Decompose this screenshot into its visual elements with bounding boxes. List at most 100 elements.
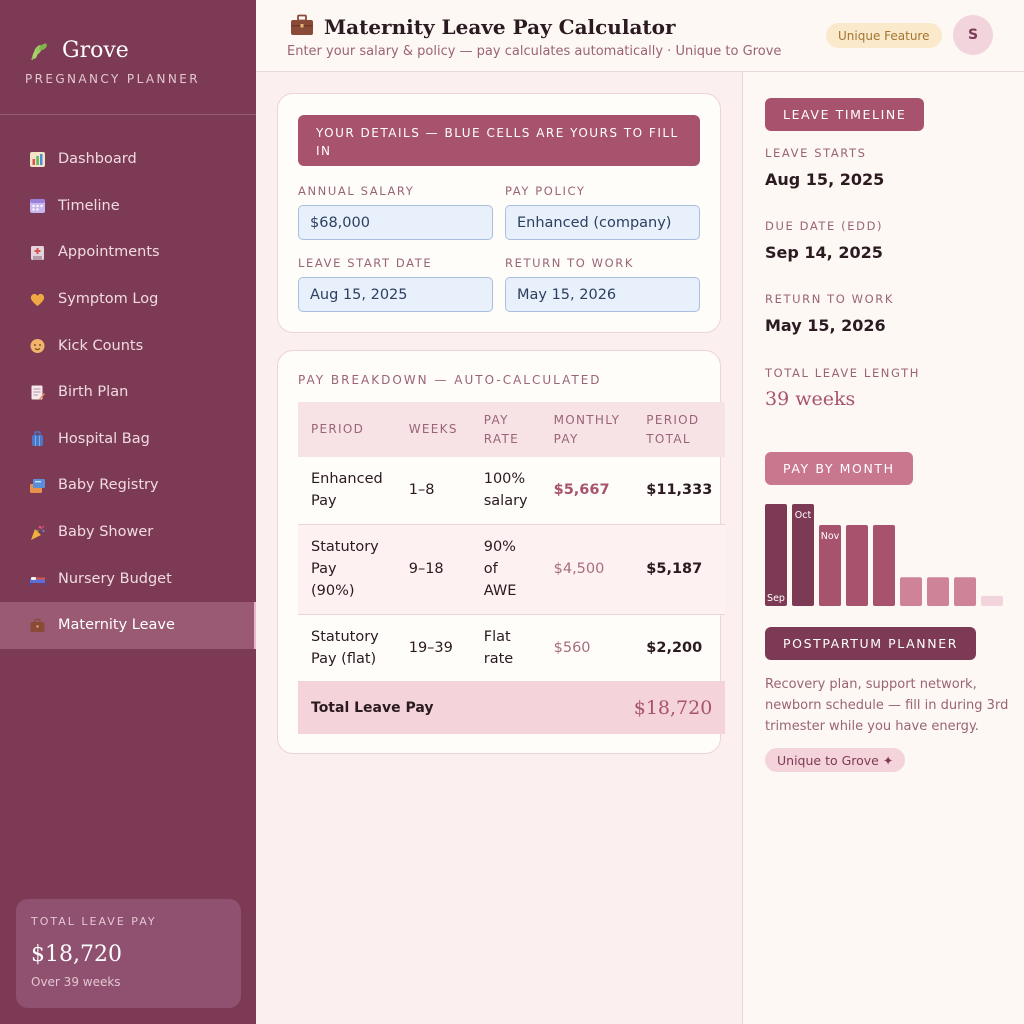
annual-salary-label: ANNUAL SALARY <box>298 184 415 198</box>
right-panel: LEAVE TIMELINE LEAVE STARTS Aug 15, 2025… <box>742 72 1024 1024</box>
pay-policy-input[interactable]: Enhanced (company) <box>505 205 700 240</box>
sidebar-item-label: Maternity Leave <box>58 617 175 634</box>
chart-bar <box>819 525 841 606</box>
chart-bar <box>927 577 949 606</box>
baby-icon <box>28 337 46 355</box>
main-content: YOUR DETAILS — BLUE CELLS ARE YOURS TO F… <box>256 72 742 1024</box>
column-header: MONTHLY PAY <box>540 402 634 457</box>
sidebar-item-baby-shower[interactable]: Baby Shower <box>0 509 256 556</box>
chart-bar <box>846 525 868 606</box>
heart-icon <box>28 290 46 308</box>
page-title: Maternity Leave Pay Calculator <box>324 15 676 39</box>
chart-bar <box>900 577 922 606</box>
sidebar-item-timeline[interactable]: Timeline <box>0 183 256 230</box>
chart-bar <box>981 595 1003 606</box>
pay-breakdown-table: PERIOD WEEKS PAY RATE MONTHLY PAY PERIOD… <box>298 402 726 734</box>
leave-length-value: 39 weeks <box>765 388 856 410</box>
sidebar-item-label: Baby Registry <box>58 477 159 494</box>
sidebar-item-hospital-bag[interactable]: Hospital Bag <box>0 416 256 463</box>
chart-bar <box>873 525 895 606</box>
annual-salary-input[interactable]: $68,000 <box>298 205 493 240</box>
sidebar-item-appointments[interactable]: Appointments <box>0 229 256 276</box>
leave-start-input[interactable]: Aug 15, 2025 <box>298 277 493 312</box>
column-header: WEEKS <box>395 402 471 457</box>
pay-breakdown-card: PAY BREAKDOWN — AUTO-CALCULATED PERIOD W… <box>277 350 726 754</box>
return-to-work-input[interactable]: May 15, 2026 <box>505 277 700 312</box>
total-label: Total Leave Pay <box>298 681 541 734</box>
due-date-value: Sep 14, 2025 <box>765 243 883 262</box>
period-total-cell: $5,187 <box>633 524 726 615</box>
sidebar-item-birth-plan[interactable]: Birth Plan <box>0 369 256 416</box>
sidebar-item-label: Nursery Budget <box>58 570 172 587</box>
table-row: Enhanced Pay 1–8 100% salary $5,667 $11,… <box>298 457 726 525</box>
sidebar-item-symptom-log[interactable]: Symptom Log <box>0 276 256 323</box>
leave-starts-value: Aug 15, 2025 <box>765 170 885 189</box>
sidebar-divider <box>0 114 256 115</box>
period-cell: Enhanced Pay <box>298 457 396 525</box>
sidebar-item-baby-registry[interactable]: Baby Registry <box>0 462 256 509</box>
due-date-label: DUE DATE (EDD) <box>765 219 884 233</box>
sidebar-item-label: Kick Counts <box>58 337 144 354</box>
rate-cell: 90% of AWE <box>470 524 541 615</box>
brand[interactable]: Grove <box>28 38 129 63</box>
leave-timeline-heading: LEAVE TIMELINE <box>765 98 925 131</box>
sidebar-item-label: Baby Shower <box>58 524 154 541</box>
bag-icon <box>28 430 46 448</box>
period-cell: Statutory Pay (90%) <box>298 524 396 615</box>
chart-bar-label: Oct <box>795 510 812 521</box>
leave-length-label: TOTAL LEAVE LENGTH <box>765 366 920 380</box>
sidebar-item-label: Hospital Bag <box>58 430 150 447</box>
unique-feature-badge: Unique Feature <box>826 23 942 48</box>
sidebar-nav: Dashboard Timeline Appointments Symptom … <box>0 136 256 649</box>
sidebar-item-kick-counts[interactable]: Kick Counts <box>0 322 256 369</box>
total-card-value: $18,720 <box>31 942 122 967</box>
briefcase-icon <box>290 14 314 40</box>
sidebar-item-maternity-leave[interactable]: Maternity Leave <box>0 601 256 649</box>
total-card-label: TOTAL LEAVE PAY <box>31 915 157 928</box>
return-to-work-label: RETURN TO WORK <box>505 256 635 270</box>
chart-bar <box>954 577 976 606</box>
leave-starts-label: LEAVE STARTS <box>765 146 867 160</box>
page-subtitle: Enter your salary & policy — pay calcula… <box>287 44 782 59</box>
pay-breakdown-title: PAY BREAKDOWN — AUTO-CALCULATED <box>298 373 602 387</box>
sidebar-item-label: Appointments <box>58 244 160 261</box>
details-card: YOUR DETAILS — BLUE CELLS ARE YOURS TO F… <box>277 93 721 333</box>
hospital-icon <box>28 243 46 261</box>
weeks-cell: 9–18 <box>395 524 471 615</box>
rate-cell: 100% salary <box>470 457 541 525</box>
table-header-row: PERIOD WEEKS PAY RATE MONTHLY PAY PERIOD… <box>298 402 726 457</box>
postpartum-planner-heading[interactable]: POSTPARTUM PLANNER <box>765 627 976 660</box>
column-header: PAY RATE <box>470 402 541 457</box>
unique-to-grove-tag[interactable]: Unique to Grove ✦ <box>765 748 906 772</box>
column-header: PERIOD TOTAL <box>633 402 726 457</box>
chart-bar-label: Nov <box>821 531 840 542</box>
table-row: Statutory Pay (flat) 19–39 Flat rate $56… <box>298 614 726 682</box>
total-leave-pay-card: TOTAL LEAVE PAY $18,720 Over 39 weeks <box>16 899 241 1008</box>
return-to-work-value: May 15, 2026 <box>765 316 886 335</box>
sidebar-item-dashboard[interactable]: Dashboard <box>0 136 256 183</box>
sidebar-item-label: Symptom Log <box>58 291 159 308</box>
period-total-cell: $2,200 <box>633 614 726 682</box>
pay-by-month-heading: PAY BY MONTH <box>765 452 913 485</box>
party-icon <box>28 523 46 541</box>
calendar-icon <box>28 197 46 215</box>
total-row: Total Leave Pay $18,720 <box>298 681 726 734</box>
bed-icon <box>28 570 46 588</box>
pay-by-month-chart: Sep Oct Nov <box>765 504 1003 606</box>
monthly-pay-cell: $560 <box>540 614 634 682</box>
rate-cell: Flat rate <box>470 614 541 682</box>
pay-policy-label: PAY POLICY <box>505 184 586 198</box>
registry-icon <box>28 476 46 494</box>
chart-icon <box>28 150 46 168</box>
period-cell: Statutory Pay (flat) <box>298 614 396 682</box>
weeks-cell: 19–39 <box>395 614 471 682</box>
brand-name: Grove <box>62 38 129 63</box>
briefcase-icon <box>28 616 46 634</box>
chart-bar-label: Sep <box>767 593 785 604</box>
monthly-pay-cell: $5,667 <box>540 457 634 525</box>
period-total-cell: $11,333 <box>633 457 726 525</box>
table-row: Statutory Pay (90%) 9–18 90% of AWE $4,5… <box>298 524 726 615</box>
total-card-sub: Over 39 weeks <box>31 975 121 989</box>
avatar[interactable]: S <box>953 15 993 55</box>
sidebar-item-nursery-budget[interactable]: Nursery Budget <box>0 555 256 602</box>
